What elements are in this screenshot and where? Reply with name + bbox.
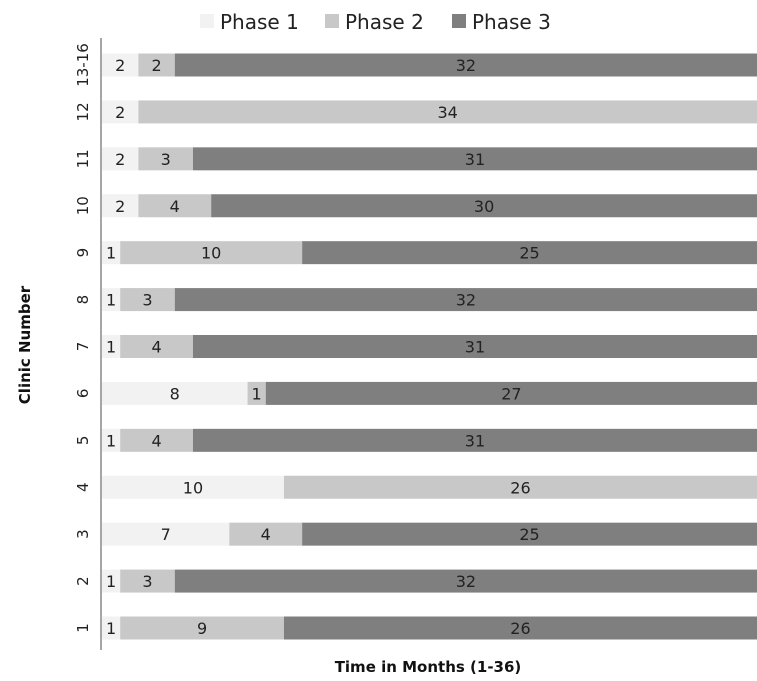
bar-segment-clinic-10-phase-1	[102, 194, 139, 218]
bar-segment-clinic-8-phase-3	[174, 288, 757, 312]
bar-segment-clinic-3-phase-2	[229, 522, 303, 546]
data-label: 31	[465, 431, 485, 450]
legend: Phase 1 Phase 2 Phase 3	[200, 10, 551, 34]
bar-segment-clinic-7-phase-1	[102, 335, 121, 358]
bar-segment-clinic-8-phase-1	[102, 288, 121, 312]
data-label: 4	[170, 197, 180, 216]
data-label: 1	[106, 431, 116, 450]
data-label: 3	[142, 291, 152, 310]
bar-segment-clinic-10-phase-3	[211, 194, 757, 218]
legend-label-phase-1: Phase 1	[220, 10, 299, 34]
bar-segment-clinic-8-phase-2	[120, 288, 175, 312]
legend-swatch-phase-3	[452, 14, 466, 28]
legend-swatch-phase-1	[200, 14, 214, 28]
data-label: 4	[151, 338, 161, 357]
y-tick-label: 1	[74, 623, 92, 633]
data-label: 31	[465, 338, 485, 357]
bar-segment-clinic-4-phase-1	[102, 475, 284, 499]
data-label: 10	[183, 478, 203, 497]
y-tick-label: 5	[74, 436, 92, 446]
data-label: 4	[151, 431, 161, 450]
data-label: 8	[170, 384, 180, 403]
bar-segment-clinic-1-phase-2	[120, 616, 284, 640]
bar-segment-clinic-13-16-phase-1	[102, 53, 139, 77]
x-axis-title: Time in Months (1-36)	[335, 658, 522, 676]
bar-segment-clinic-3-phase-3	[302, 522, 757, 546]
bar-segment-clinic-6-phase-2	[247, 381, 266, 405]
bar-segment-clinic-2-phase-3	[174, 569, 757, 593]
data-label: 9	[197, 619, 207, 638]
bar-segment-clinic-2-phase-2	[120, 569, 175, 593]
bar-segment-clinic-1-phase-3	[283, 616, 757, 640]
data-label: 32	[456, 572, 476, 591]
legend-label-phase-3: Phase 3	[472, 10, 551, 34]
data-label: 2	[115, 150, 125, 169]
data-label: 1	[106, 291, 116, 310]
data-label: 2	[151, 56, 161, 75]
data-label: 1	[106, 619, 116, 638]
bar-segment-clinic-4-phase-2	[283, 475, 757, 499]
y-tick-label: 2	[74, 576, 92, 586]
y-axis-title: Clinic Number	[16, 285, 34, 404]
data-label: 30	[474, 197, 494, 216]
bar-segment-clinic-5-phase-2	[120, 428, 193, 452]
data-label: 3	[142, 572, 152, 591]
data-label: 1	[106, 338, 116, 357]
data-label: 2	[115, 56, 125, 75]
bar-segment-clinic-2-phase-1	[102, 569, 121, 593]
bar-segment-clinic-11-phase-3	[192, 147, 757, 171]
bar-segment-clinic-13-16-phase-2	[138, 53, 175, 77]
bar-segment-clinic-6-phase-3	[265, 381, 757, 405]
bar-segment-clinic-9-phase-2	[120, 241, 303, 265]
data-label: 25	[519, 525, 539, 544]
legend-swatch-phase-2	[325, 14, 339, 28]
y-tick-label: 12	[74, 102, 92, 121]
bar-segment-clinic-7-phase-3	[192, 335, 757, 358]
data-label: 1	[106, 244, 116, 263]
bar-segment-clinic-11-phase-2	[138, 147, 193, 171]
bar-segment-clinic-11-phase-1	[102, 147, 139, 171]
data-label: 1	[252, 384, 262, 403]
y-tick-label: 9	[74, 248, 92, 258]
bar-segment-clinic-6-phase-1	[102, 381, 248, 405]
y-tick-label: 13-16	[74, 43, 92, 87]
bar-segment-clinic-12-phase-2	[138, 100, 757, 124]
bar-segment-clinic-9-phase-1	[102, 241, 121, 265]
y-tick-label: 3	[74, 529, 92, 539]
data-label: 32	[456, 291, 476, 310]
data-label: 27	[501, 384, 521, 403]
bar-segment-clinic-1-phase-1	[102, 616, 121, 640]
data-label: 32	[456, 56, 476, 75]
bar-segment-clinic-13-16-phase-3	[174, 53, 757, 77]
bar-segment-clinic-9-phase-3	[302, 241, 757, 265]
data-label: 34	[438, 103, 458, 122]
data-label: 3	[161, 150, 171, 169]
y-tick-label: 11	[74, 149, 92, 168]
data-label: 26	[510, 619, 530, 638]
bar-segment-clinic-3-phase-1	[102, 522, 230, 546]
data-label: 2	[115, 197, 125, 216]
y-tick-label: 10	[74, 196, 92, 215]
data-label: 26	[510, 478, 530, 497]
bar-segment-clinic-10-phase-2	[138, 194, 212, 218]
data-label: 4	[261, 525, 271, 544]
data-label: 2	[115, 103, 125, 122]
data-label: 31	[465, 150, 485, 169]
y-tick-label: 7	[74, 342, 92, 352]
bar-segment-clinic-7-phase-2	[120, 335, 193, 358]
y-tick-label: 6	[74, 389, 92, 399]
data-label: 1	[106, 572, 116, 591]
bar-segment-clinic-5-phase-3	[192, 428, 757, 452]
data-label: 10	[201, 244, 221, 263]
bar-segment-clinic-12-phase-1	[102, 100, 139, 124]
y-tick-label: 4	[74, 482, 92, 492]
bar-segment-clinic-5-phase-1	[102, 428, 121, 452]
legend-label-phase-2: Phase 2	[345, 10, 424, 34]
data-label: 25	[519, 244, 539, 263]
data-label: 7	[161, 525, 171, 544]
y-tick-label: 8	[74, 295, 92, 305]
